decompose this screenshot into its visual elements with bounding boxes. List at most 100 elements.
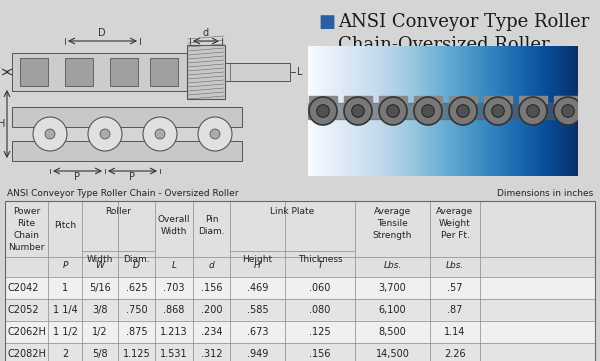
- Text: d: d: [203, 28, 209, 38]
- Circle shape: [45, 129, 55, 139]
- Bar: [5, 321, 595, 343]
- Text: P: P: [74, 172, 80, 182]
- Text: Rite: Rite: [17, 219, 35, 228]
- Text: Tensile: Tensile: [377, 219, 408, 228]
- Text: Width: Width: [161, 227, 187, 236]
- Text: .060: .060: [310, 283, 331, 293]
- Text: 2: 2: [62, 349, 68, 359]
- Text: Roller: Roller: [106, 207, 131, 216]
- Circle shape: [210, 129, 220, 139]
- Circle shape: [414, 97, 442, 125]
- Text: d: d: [209, 261, 214, 270]
- Circle shape: [554, 97, 582, 125]
- Circle shape: [155, 129, 165, 139]
- Text: D: D: [98, 28, 106, 38]
- Text: .469: .469: [247, 283, 268, 293]
- Text: Lbs.: Lbs.: [383, 261, 401, 270]
- Text: Average: Average: [374, 207, 411, 216]
- Text: .125: .125: [309, 327, 331, 337]
- Text: .673: .673: [247, 327, 268, 337]
- Text: .750: .750: [125, 305, 148, 315]
- Text: Weight: Weight: [439, 219, 471, 228]
- Circle shape: [143, 117, 177, 151]
- Text: ANSI Conveyor Type Roller Chain - Oversized Roller: ANSI Conveyor Type Roller Chain - Oversi…: [7, 189, 239, 198]
- Circle shape: [317, 105, 329, 117]
- Text: Chain-Oversized Roller: Chain-Oversized Roller: [338, 36, 550, 54]
- Bar: [519, 96, 547, 103]
- Text: L: L: [297, 67, 302, 77]
- Text: Height: Height: [242, 255, 272, 264]
- Text: P: P: [62, 261, 68, 270]
- Text: C2052: C2052: [8, 305, 40, 315]
- Bar: [12, 141, 242, 161]
- Bar: [554, 96, 582, 103]
- Text: Number: Number: [8, 243, 44, 252]
- Text: Diam.: Diam.: [123, 255, 150, 264]
- Circle shape: [100, 129, 110, 139]
- Text: P: P: [129, 172, 135, 182]
- Text: 5/8: 5/8: [92, 349, 108, 359]
- Bar: [5, 201, 595, 277]
- Circle shape: [562, 105, 574, 117]
- Text: 1.14: 1.14: [445, 327, 466, 337]
- Text: Power: Power: [13, 207, 40, 216]
- Text: H: H: [254, 261, 261, 270]
- Bar: [110, 58, 138, 86]
- Bar: [187, 45, 225, 99]
- Text: .080: .080: [310, 305, 331, 315]
- Circle shape: [352, 105, 364, 117]
- Text: .585: .585: [247, 305, 268, 315]
- Text: 1.213: 1.213: [160, 327, 188, 337]
- Circle shape: [449, 97, 477, 125]
- Circle shape: [198, 117, 232, 151]
- Bar: [12, 107, 242, 127]
- Text: 8,500: 8,500: [379, 327, 406, 337]
- Text: Lbs.: Lbs.: [446, 261, 464, 270]
- Bar: [449, 96, 477, 103]
- Text: .156: .156: [201, 283, 222, 293]
- Circle shape: [344, 97, 372, 125]
- Text: 3/8: 3/8: [92, 305, 108, 315]
- Text: Strength: Strength: [373, 231, 412, 240]
- Text: 1.531: 1.531: [160, 349, 188, 359]
- Bar: [12, 53, 187, 91]
- Text: Overall: Overall: [158, 215, 190, 224]
- Bar: [225, 63, 290, 81]
- Text: 5/16: 5/16: [89, 283, 111, 293]
- Text: D: D: [133, 261, 140, 270]
- Text: Link Plate: Link Plate: [271, 207, 314, 216]
- Circle shape: [527, 105, 539, 117]
- Text: C2062H: C2062H: [8, 327, 47, 337]
- Text: L: L: [172, 261, 176, 270]
- Text: 1: 1: [62, 283, 68, 293]
- Bar: [344, 96, 372, 103]
- Text: 3,700: 3,700: [379, 283, 406, 293]
- Bar: [308, 103, 578, 119]
- Text: Dimensions in inches: Dimensions in inches: [497, 189, 593, 198]
- Bar: [5, 201, 595, 361]
- Text: Average: Average: [436, 207, 473, 216]
- Text: Diam.: Diam.: [198, 227, 225, 236]
- Text: Pin: Pin: [205, 215, 218, 224]
- Text: 6,100: 6,100: [379, 305, 406, 315]
- Circle shape: [379, 97, 407, 125]
- Text: .57: .57: [447, 283, 463, 293]
- Circle shape: [387, 105, 400, 117]
- Bar: [65, 58, 93, 86]
- Circle shape: [309, 97, 337, 125]
- Text: ANSI Conveyor Type Roller: ANSI Conveyor Type Roller: [338, 13, 589, 31]
- Bar: [309, 96, 337, 103]
- Bar: [5, 299, 595, 321]
- Circle shape: [519, 97, 547, 125]
- Text: Width: Width: [87, 255, 113, 264]
- Bar: [379, 96, 407, 103]
- Text: .156: .156: [309, 349, 331, 359]
- Bar: [5, 343, 595, 361]
- Circle shape: [33, 117, 67, 151]
- Text: .200: .200: [201, 305, 222, 315]
- Text: .625: .625: [125, 283, 148, 293]
- Circle shape: [88, 117, 122, 151]
- Text: .312: .312: [201, 349, 222, 359]
- Text: .87: .87: [448, 305, 463, 315]
- Bar: [5, 277, 595, 299]
